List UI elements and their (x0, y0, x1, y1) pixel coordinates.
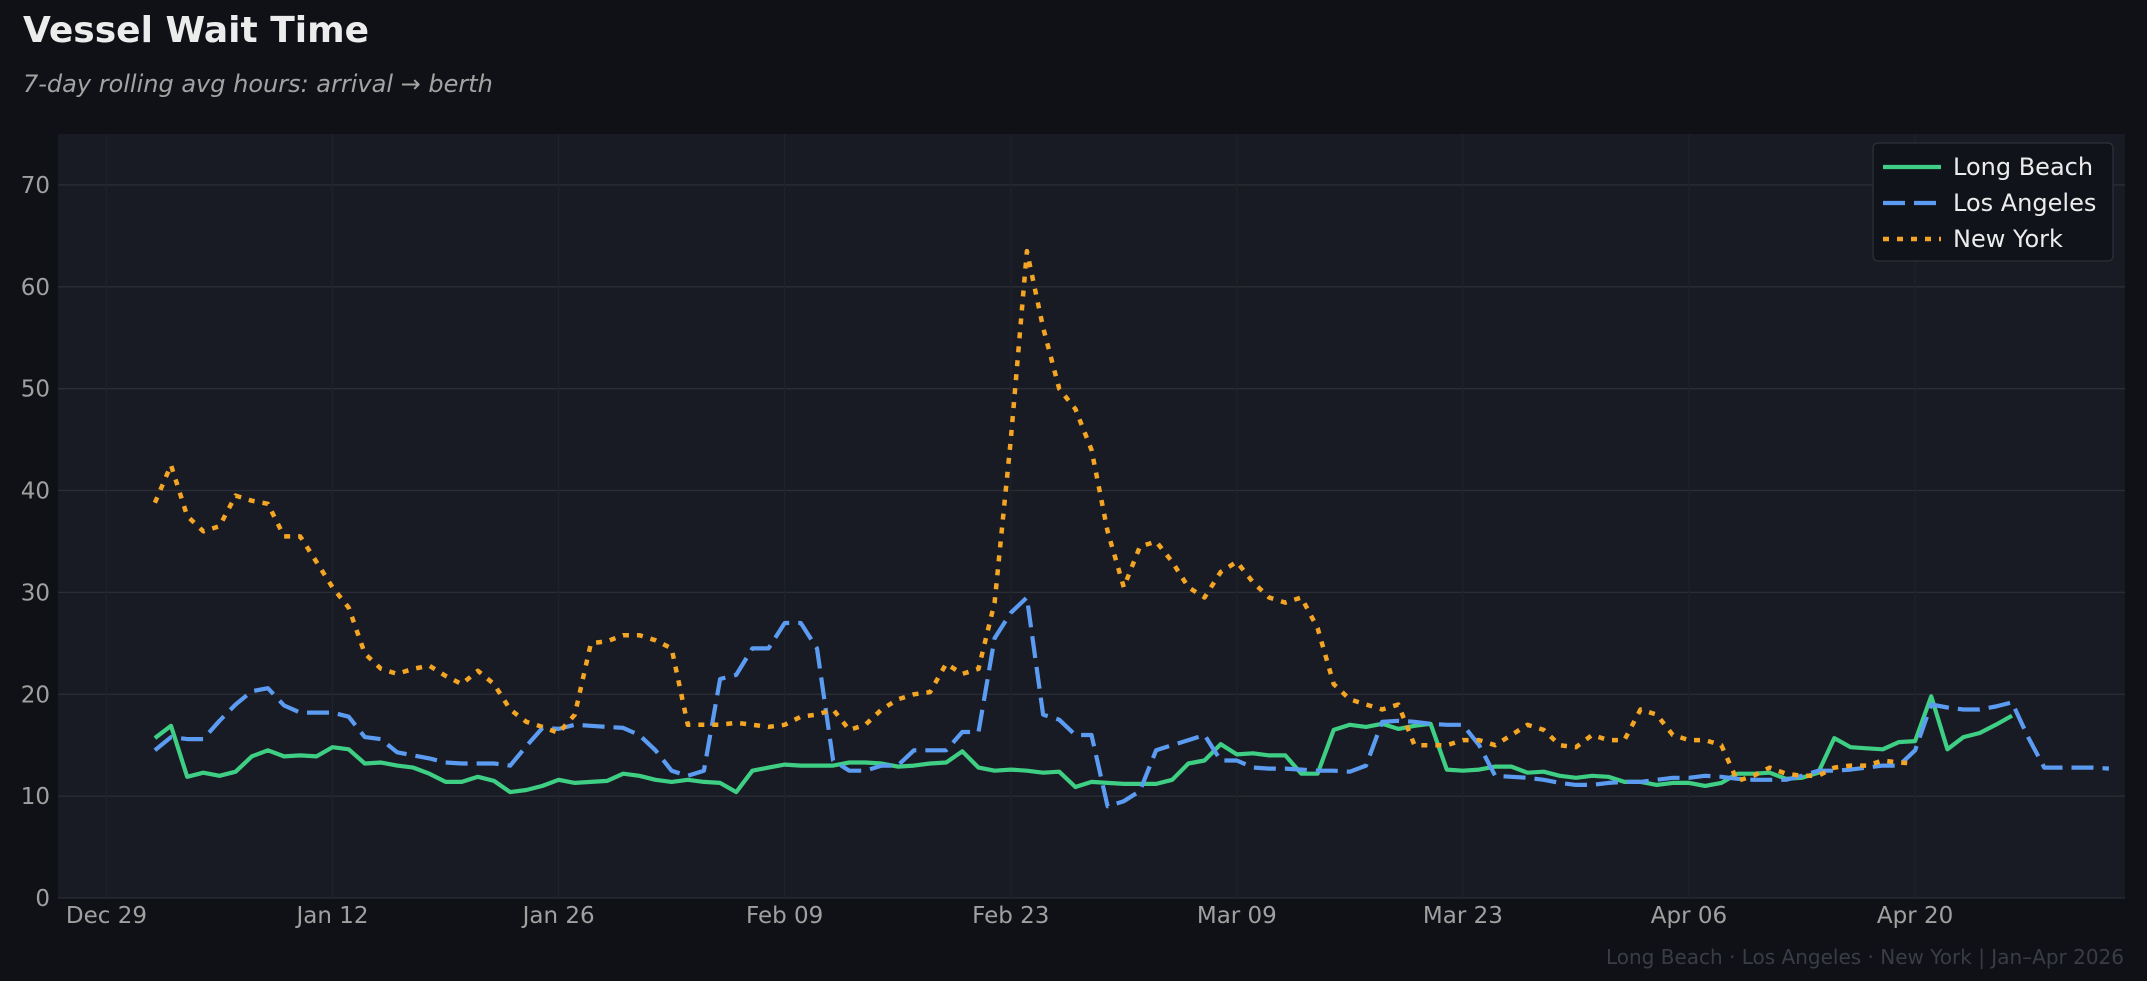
y-tick-label: 30 (21, 580, 50, 606)
legend[interactable]: Long Beach Los Angeles New York (1872, 142, 2114, 262)
y-tick-label: 50 (21, 377, 50, 403)
series-line-long-beach (153, 694, 2014, 795)
chart-subtitle: 7-day rolling avg hours: arrival → berth (23, 70, 493, 98)
x-tick-label: Jan 12 (295, 903, 369, 929)
x-tick-label: Jan 26 (521, 903, 595, 929)
x-tick-label: Feb 09 (746, 903, 823, 929)
y-tick-label: 40 (21, 479, 50, 505)
legend-label-long-beach[interactable]: Long Beach (1953, 153, 2093, 181)
footer-note: Long Beach · Los Angeles · New York | Ja… (1605, 945, 2124, 969)
legend-label-new-york[interactable]: New York (1953, 225, 2063, 253)
y-tick-label: 70 (21, 173, 50, 199)
y-tick-label: 0 (35, 886, 50, 912)
y-tick-label: 60 (21, 275, 50, 301)
y-tick-label: 10 (21, 784, 50, 810)
series-line-new-york (152, 248, 1916, 784)
chart-title: Vessel Wait Time (23, 10, 370, 51)
grid (58, 134, 2125, 899)
legend-label-los-angeles[interactable]: Los Angeles (1953, 189, 2096, 217)
x-tick-label: Mar 23 (1423, 903, 1503, 929)
x-tick-label: Apr 20 (1877, 903, 1953, 929)
axes: 0 10 20 30 40 50 60 70 Dec 29 Jan 12 Jan 26 Feb 09 F… (21, 173, 1954, 929)
y-tick-label: 20 (21, 682, 50, 708)
x-tick-label: Mar 09 (1197, 903, 1277, 929)
series-lines (152, 248, 2110, 809)
x-tick-label: Dec 29 (66, 903, 147, 929)
x-tick-label: Feb 23 (972, 903, 1049, 929)
series-line-los-angeles (153, 595, 2110, 809)
legend-box (1872, 142, 2114, 262)
x-tick-label: Apr 06 (1651, 903, 1727, 929)
